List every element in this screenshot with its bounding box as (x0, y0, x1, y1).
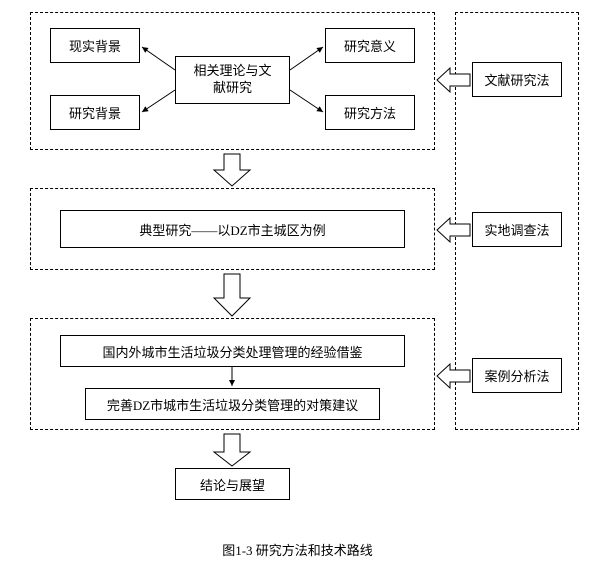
block-arrow-s3-concl (214, 434, 250, 466)
label: 研究方法 (344, 103, 396, 122)
box-theory: 相关理论与文 献研究 (175, 56, 290, 104)
label: 文献研究法 (484, 70, 549, 89)
block-arrow-s1-s2 (214, 154, 250, 186)
box-method-lit: 文献研究法 (472, 62, 562, 97)
label: 现实背景 (69, 36, 121, 55)
figure-caption: 图1-3 研究方法和技术路线 (0, 540, 595, 559)
label: 国内外城市生活垃圾分类处理管理的经验借鉴 (102, 342, 362, 361)
label: 研究背景 (69, 103, 121, 122)
box-conclusion: 结论与展望 (175, 468, 290, 500)
label: 研究意义 (344, 36, 396, 55)
box-reality-bg: 现实背景 (50, 28, 140, 63)
box-method-field: 实地调查法 (472, 212, 562, 247)
label: 典型研究——以DZ市主城区为例 (139, 220, 325, 239)
diagram-canvas: 现实背景 研究背景 相关理论与文 献研究 研究意义 研究方法 典型研究——以DZ… (0, 0, 595, 571)
box-significance: 研究意义 (325, 28, 415, 63)
box-research-bg: 研究背景 (50, 95, 140, 130)
label: 案例分析法 (484, 366, 549, 385)
box-experience: 国内外城市生活垃圾分类处理管理的经验借鉴 (60, 335, 405, 367)
block-arrow-s2-s3 (214, 274, 250, 316)
label: 相关理论与文 献研究 (193, 63, 271, 97)
label: 实地调查法 (484, 220, 549, 239)
box-case-study: 典型研究——以DZ市主城区为例 (60, 210, 405, 248)
caption-text: 图1-3 研究方法和技术路线 (222, 543, 373, 558)
box-suggestion: 完善DZ市城市生活垃圾分类管理的对策建议 (85, 388, 380, 420)
label: 完善DZ市城市生活垃圾分类管理的对策建议 (107, 395, 358, 414)
box-method: 研究方法 (325, 95, 415, 130)
box-method-case: 案例分析法 (472, 358, 562, 393)
label: 结论与展望 (200, 475, 265, 494)
